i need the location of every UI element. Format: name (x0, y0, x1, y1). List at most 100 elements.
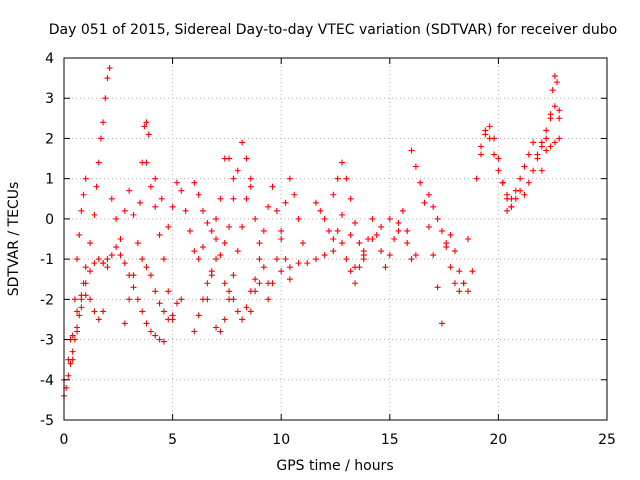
data-point (117, 236, 124, 242)
data-point (97, 135, 104, 142)
data-point (137, 199, 144, 206)
data-point (434, 215, 441, 222)
data-point (386, 252, 393, 259)
data-point (191, 328, 198, 335)
data-point (243, 155, 250, 162)
data-point (343, 256, 350, 263)
series-arc-09 (143, 159, 176, 323)
data-point (69, 356, 76, 363)
data-point (373, 231, 380, 238)
data-point (234, 308, 241, 315)
y-tick-label: -2 (40, 292, 54, 308)
series-arc-05 (87, 65, 113, 247)
series-arc-23 (343, 236, 372, 287)
data-point (152, 203, 159, 210)
data-point (195, 312, 202, 319)
data-point (352, 219, 359, 226)
data-point (378, 223, 385, 230)
data-point (547, 143, 554, 150)
data-point (425, 191, 432, 198)
data-point (521, 191, 528, 198)
data-point (104, 256, 111, 263)
y-tick-label: -5 (40, 413, 54, 429)
series-arc-13 (191, 223, 233, 335)
data-point (95, 159, 102, 166)
data-point (213, 256, 220, 263)
data-point (100, 119, 107, 126)
data-point (106, 65, 113, 72)
data-point (173, 179, 180, 186)
data-point (91, 260, 98, 267)
data-point (551, 103, 558, 110)
data-point (265, 296, 272, 303)
data-point (556, 135, 563, 142)
data-point (100, 260, 107, 267)
data-point (173, 300, 180, 307)
data-point (221, 240, 228, 247)
data-point (226, 288, 233, 295)
data-point (404, 240, 411, 247)
data-point (547, 111, 554, 118)
data-point (443, 240, 450, 247)
data-point (330, 236, 337, 242)
data-point (295, 215, 302, 222)
data-point (447, 264, 454, 271)
data-point (512, 187, 519, 194)
data-point (491, 135, 498, 142)
data-point (130, 211, 137, 218)
data-point (278, 227, 285, 234)
series-arc-17 (230, 139, 272, 287)
data-point (230, 175, 237, 182)
data-point (143, 264, 150, 271)
series-arc-04 (69, 292, 107, 363)
data-point (156, 231, 163, 238)
data-point (78, 304, 85, 311)
x-tick-label: 20 (489, 432, 507, 448)
data-point (74, 256, 81, 263)
data-point (421, 199, 428, 206)
data-point (195, 256, 202, 263)
data-point (156, 300, 163, 307)
data-point (165, 223, 172, 230)
data-point (530, 139, 537, 146)
data-point (113, 244, 120, 251)
data-point (243, 304, 250, 311)
data-point (82, 292, 89, 299)
data-point (230, 272, 237, 279)
data-point (143, 119, 150, 126)
data-point (369, 215, 376, 222)
data-point (100, 308, 107, 315)
data-point (256, 240, 263, 247)
data-point (213, 324, 220, 331)
data-point (69, 332, 76, 339)
data-point (525, 151, 532, 158)
data-point (165, 316, 172, 323)
x-tick-label: 0 (60, 432, 69, 448)
y-tick-labels: -5 -4 -3 -2 -1 0 1 2 3 4 (40, 51, 54, 429)
data-point (478, 143, 485, 150)
data-point (549, 87, 556, 94)
data-point (243, 195, 250, 202)
data-point (141, 123, 148, 130)
data-point (239, 223, 246, 230)
series-arc-21 (312, 199, 346, 242)
data-point (147, 183, 154, 190)
y-tick-label: -4 (40, 373, 54, 389)
series-arc-08 (121, 119, 152, 327)
data-point (156, 336, 163, 343)
data-point (208, 227, 215, 234)
series-arc-32 (521, 103, 563, 198)
data-point (291, 191, 298, 198)
y-tick-label: -1 (40, 252, 54, 268)
data-point (456, 268, 463, 275)
data-point (464, 236, 471, 242)
y-tick-label: 1 (45, 172, 54, 188)
series-arc-22 (330, 159, 367, 263)
data-point (217, 328, 224, 335)
data-point (121, 260, 128, 267)
data-point (464, 288, 471, 295)
data-point (556, 115, 563, 122)
data-point (108, 252, 115, 259)
data-point (269, 280, 276, 287)
data-point (543, 135, 550, 142)
